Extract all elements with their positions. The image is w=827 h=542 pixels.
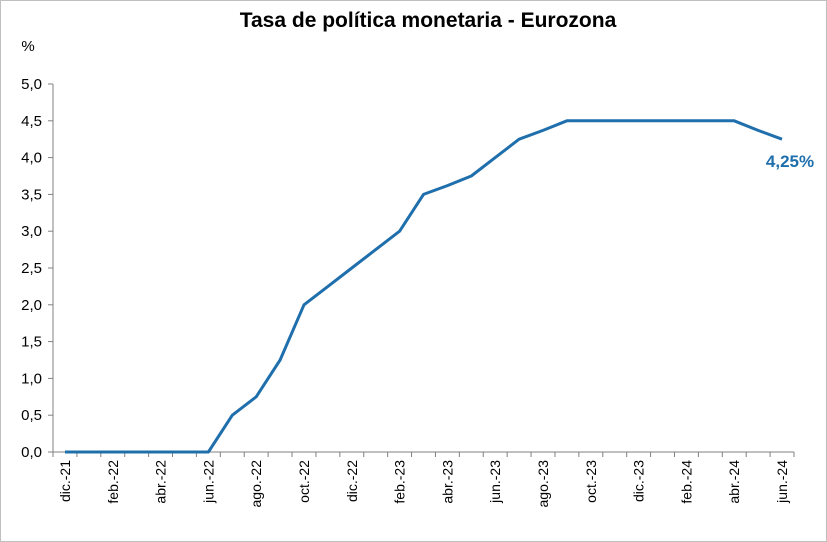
y-tick-label: 3,5 xyxy=(21,186,42,203)
x-tick-label: abr.-23 xyxy=(439,460,455,504)
y-tick-label: 4,5 xyxy=(21,113,42,130)
x-tick-label: jun.-22 xyxy=(200,460,216,504)
y-tick-label: 1,0 xyxy=(21,370,42,387)
x-tick-label: jun.-24 xyxy=(774,460,790,504)
x-tick-label: feb.-23 xyxy=(392,460,408,504)
axes xyxy=(48,83,795,457)
x-tick-label: abr.-22 xyxy=(153,460,169,504)
series-group xyxy=(65,119,783,454)
x-tick-labels: dic.-21 feb.-22 abr.-22 jun.-22 ago.-22 oct.-… xyxy=(57,460,790,508)
y-tick-label: 0,5 xyxy=(21,407,42,424)
y-tick-labels: 0,0 0,5 1,0 1,5 2,0 2,5 3,0 3,5 4,0 4,5 5,0 xyxy=(21,76,42,461)
series-line xyxy=(65,119,783,454)
x-tick-label: feb.-22 xyxy=(105,460,121,504)
x-tick-label: jun.-23 xyxy=(487,460,503,504)
y-unit-label: % xyxy=(21,38,34,55)
x-tick-label: dic.-23 xyxy=(631,460,647,502)
x-tick-label: dic.-21 xyxy=(57,460,73,502)
y-tick-label: 0,0 xyxy=(21,444,42,461)
chart-title: Tasa de política monetaria - Eurozona xyxy=(240,9,617,32)
y-tick-label: 4,0 xyxy=(21,150,42,167)
x-tick-label: ago.-22 xyxy=(248,460,264,508)
y-tick-label: 2,5 xyxy=(21,260,42,277)
last-value-label: 4,25% xyxy=(766,152,814,171)
x-tick-label: oct.-22 xyxy=(296,460,312,503)
x-tick-label: ago.-23 xyxy=(535,460,551,508)
y-tick-label: 1,5 xyxy=(21,334,42,351)
x-tick-label: abr.-24 xyxy=(726,460,742,504)
x-tick-label: oct.-23 xyxy=(583,460,599,503)
x-tick-label: dic.-22 xyxy=(344,460,360,502)
y-tick-label: 5,0 xyxy=(21,76,42,93)
x-tick-label: feb.-24 xyxy=(678,460,694,504)
y-tick-label: 2,0 xyxy=(21,297,42,314)
y-tick-label: 3,0 xyxy=(21,223,42,240)
